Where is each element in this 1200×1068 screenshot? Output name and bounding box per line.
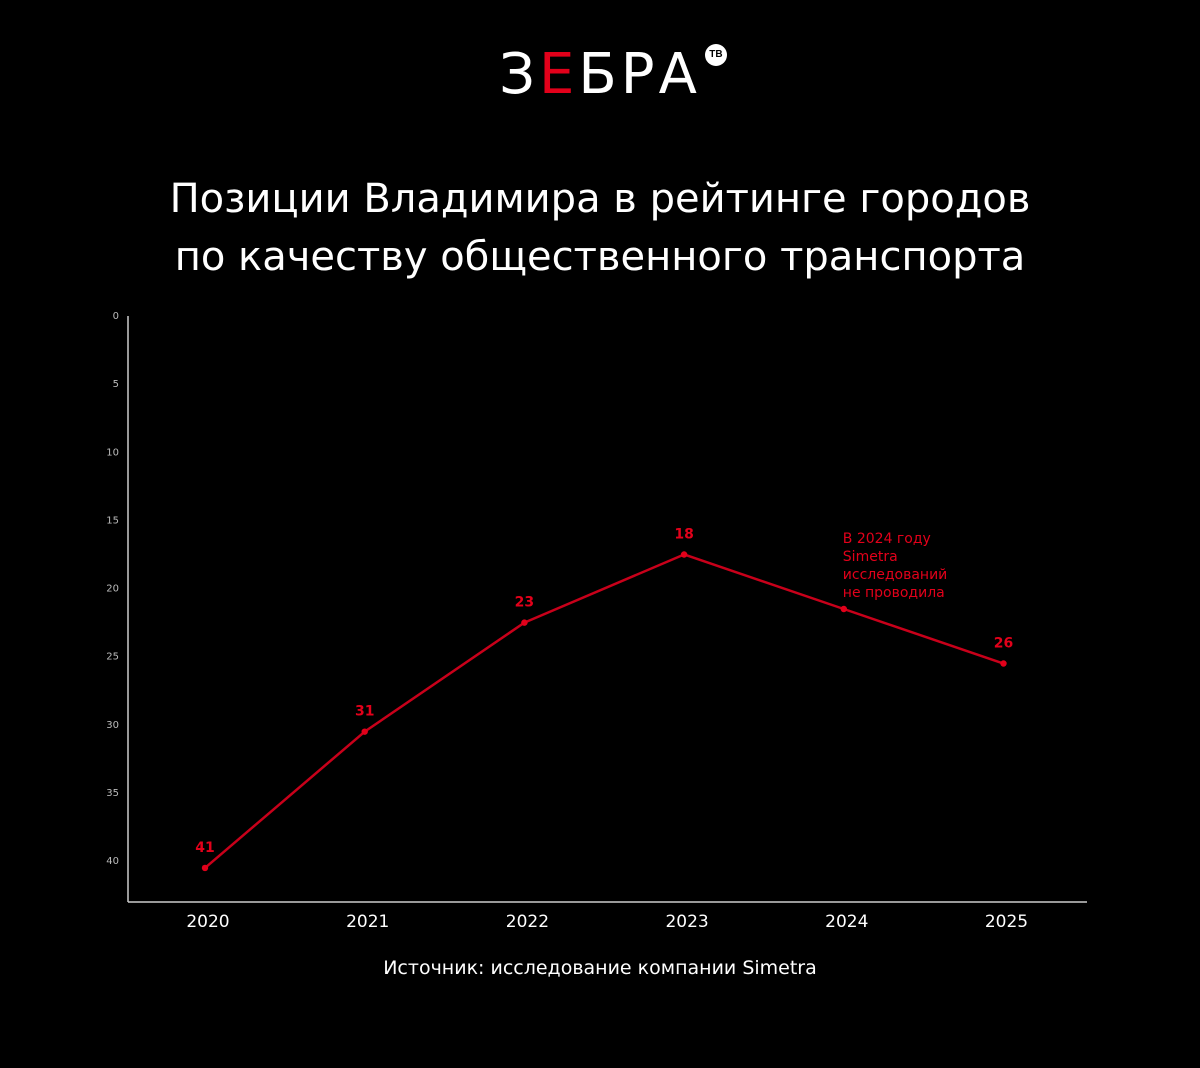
chart-title-line-1: Позиции Владимира в рейтинге городов bbox=[169, 176, 1031, 222]
annotation-line: не проводила bbox=[843, 585, 945, 601]
data-point bbox=[361, 728, 368, 735]
logo-text: ЗЕБРА bbox=[499, 42, 701, 107]
series-line bbox=[204, 553, 1004, 869]
y-tick-label: 40 bbox=[106, 856, 119, 867]
source-note: Источник: исследование компании Simetra bbox=[383, 957, 817, 979]
x-tick-label: 2023 bbox=[665, 912, 708, 932]
y-tick-label: 35 bbox=[106, 788, 119, 799]
y-tick-label: 5 bbox=[113, 379, 119, 390]
x-tick-label: 2022 bbox=[506, 912, 549, 932]
annotation-line: В 2024 году bbox=[843, 531, 931, 547]
data-point bbox=[201, 864, 209, 872]
annotation-line: исследований bbox=[843, 567, 947, 583]
y-tick-label: 15 bbox=[106, 515, 119, 526]
chart-title-line-2: по качеству общественного транспорта bbox=[174, 234, 1026, 280]
x-tick-labels: 2020 2021 2022 2023 2024 2025 bbox=[186, 912, 1028, 932]
y-tick-labels: 0 5 10 15 20 25 30 35 40 bbox=[106, 311, 119, 867]
x-tick-label: 2024 bbox=[825, 912, 868, 932]
x-tick-label: 2021 bbox=[346, 912, 389, 932]
data-label: 23 bbox=[515, 595, 534, 611]
data-label: 41 bbox=[195, 840, 214, 856]
logo: ЗЕБРА ТВ bbox=[0, 40, 1200, 110]
y-tick-label: 20 bbox=[106, 584, 119, 595]
data-label: 26 bbox=[994, 636, 1013, 652]
logo-tv-badge: ТВ bbox=[704, 44, 727, 66]
x-tick-label: 2025 bbox=[985, 912, 1028, 932]
chart-title: Позиции Владимира в рейтинге городов по … bbox=[0, 170, 1200, 286]
data-point bbox=[1000, 660, 1007, 667]
data-label: 31 bbox=[355, 704, 374, 720]
annotation-2024: В 2024 году Simetra исследований не проводи… bbox=[843, 531, 947, 601]
logo-mark: ЗЕБРА ТВ bbox=[499, 40, 727, 110]
data-point bbox=[680, 551, 688, 558]
data-labels: 41 31 23 18 26 bbox=[195, 526, 1013, 855]
y-tick-label: 0 bbox=[113, 311, 119, 322]
logo-accent-letter: Е bbox=[539, 42, 579, 107]
data-points bbox=[201, 551, 1007, 872]
y-tick-label: 25 bbox=[106, 652, 119, 663]
data-point bbox=[521, 619, 528, 626]
x-tick-label: 2020 bbox=[186, 912, 229, 932]
data-point bbox=[840, 605, 847, 613]
data-label: 18 bbox=[674, 526, 693, 542]
y-tick-label: 30 bbox=[106, 720, 119, 731]
annotation-line: Simetra bbox=[843, 549, 898, 565]
y-tick-label: 10 bbox=[106, 447, 119, 458]
